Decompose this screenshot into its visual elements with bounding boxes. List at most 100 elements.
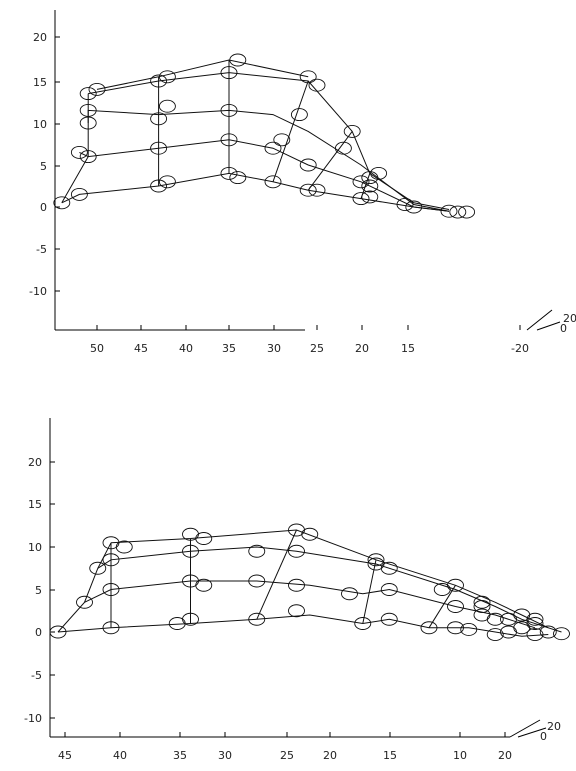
mesh-edge: [84, 580, 536, 629]
data-point-marker: [352, 192, 370, 206]
data-point-marker: [248, 544, 266, 558]
data-point-marker: [115, 540, 133, 554]
data-point-marker: [380, 612, 398, 626]
data-point-marker: [361, 171, 379, 185]
data-point-marker: [447, 621, 464, 635]
data-point-marker: [150, 74, 168, 88]
mesh-edge: [61, 93, 89, 204]
y-tick-label: 5: [40, 160, 47, 173]
data-point-marker: [380, 561, 398, 575]
data-point-marker: [361, 179, 379, 193]
data-point-marker: [229, 53, 247, 67]
data-point-marker: [182, 612, 199, 626]
data-point-marker: [473, 600, 491, 613]
mesh-edge: [57, 614, 549, 637]
y-tick-label: 0: [40, 201, 47, 214]
data-point-marker: [195, 578, 213, 592]
x-tick-label: 15: [401, 342, 415, 355]
y-tick-label: 20: [28, 456, 42, 469]
mesh-edge: [57, 542, 112, 633]
data-point-marker: [526, 612, 544, 626]
y-tick-label: -10: [24, 712, 42, 725]
y-tick-label: 0: [35, 626, 42, 639]
y-tick-label: 10: [28, 541, 42, 554]
mesh-edge: [256, 529, 297, 620]
data-point-marker: [150, 112, 168, 126]
data-point-marker: [449, 205, 467, 219]
x-tick-label: 20: [498, 749, 512, 762]
y-tick-label: 5: [35, 584, 42, 597]
depth-tick-label: 0: [540, 730, 547, 743]
depth-tick-label: 0: [560, 322, 567, 335]
mesh-edge: [79, 139, 450, 212]
y-tick-label: -10: [29, 285, 47, 298]
depth-axis-line: [526, 309, 553, 331]
y-tick-label: 10: [33, 118, 47, 131]
data-point-marker: [79, 103, 97, 117]
x-tick-label: 25: [280, 749, 294, 762]
data-point-marker: [220, 133, 238, 147]
data-point-marker: [102, 621, 120, 635]
data-point-marker: [49, 625, 67, 639]
y-tick-label: -5: [36, 243, 47, 256]
data-point-marker: [248, 612, 266, 626]
data-point-marker: [447, 600, 464, 613]
data-point-marker: [220, 66, 238, 80]
data-point-marker: [79, 150, 97, 164]
data-point-marker: [352, 175, 370, 189]
data-point-marker: [79, 87, 97, 101]
x-tick-label: 35: [222, 342, 236, 355]
data-point-marker: [341, 587, 358, 601]
data-point-marker: [182, 544, 199, 558]
data-point-marker: [343, 124, 361, 138]
mesh-edge: [87, 109, 450, 212]
mesh-edge: [96, 59, 309, 90]
data-point-marker: [367, 553, 385, 567]
data-point-marker: [273, 133, 291, 147]
data-point-marker: [370, 166, 388, 180]
data-point-marker: [88, 82, 106, 96]
data-point-marker: [248, 574, 266, 588]
data-point-marker: [264, 141, 282, 155]
y-tick-label: -5: [31, 669, 42, 682]
data-point-marker: [158, 175, 176, 189]
data-point-marker: [229, 171, 247, 185]
data-point-marker: [405, 200, 423, 214]
data-point-marker: [264, 175, 282, 189]
data-point-marker: [288, 604, 305, 618]
mesh-edge: [110, 529, 562, 633]
x-tick-label: 25: [310, 342, 324, 355]
data-point-marker: [70, 187, 88, 201]
depth-tick-label: 20: [563, 312, 576, 325]
data-point-marker: [158, 99, 176, 113]
x-tick-label: 20: [355, 342, 369, 355]
data-point-marker: [420, 621, 438, 635]
mesh-edge: [362, 559, 377, 624]
data-point-marker: [195, 532, 213, 545]
data-point-marker: [380, 583, 398, 596]
x-tick-label: 10: [453, 749, 467, 762]
data-point-marker: [288, 544, 305, 558]
data-point-marker: [299, 183, 317, 197]
data-point-marker: [473, 595, 491, 609]
depth-axis-line: [536, 321, 561, 331]
mesh-edge: [272, 80, 309, 182]
data-point-marker: [79, 116, 97, 130]
data-point-marker: [440, 204, 458, 218]
data-point-marker: [299, 158, 317, 172]
x-tick-label: 45: [134, 342, 148, 355]
data-point-marker: [290, 108, 308, 122]
data-point-marker: [102, 583, 120, 596]
data-point-marker: [334, 141, 352, 155]
data-point-marker: [361, 190, 379, 204]
depth-axis-line: [509, 719, 541, 738]
mesh-edge: [61, 172, 450, 212]
data-point-marker: [53, 196, 71, 210]
data-point-marker: [220, 166, 238, 180]
y-tick-label: 20: [33, 31, 47, 44]
data-point-marker: [102, 553, 120, 567]
data-point-marker: [396, 198, 414, 211]
